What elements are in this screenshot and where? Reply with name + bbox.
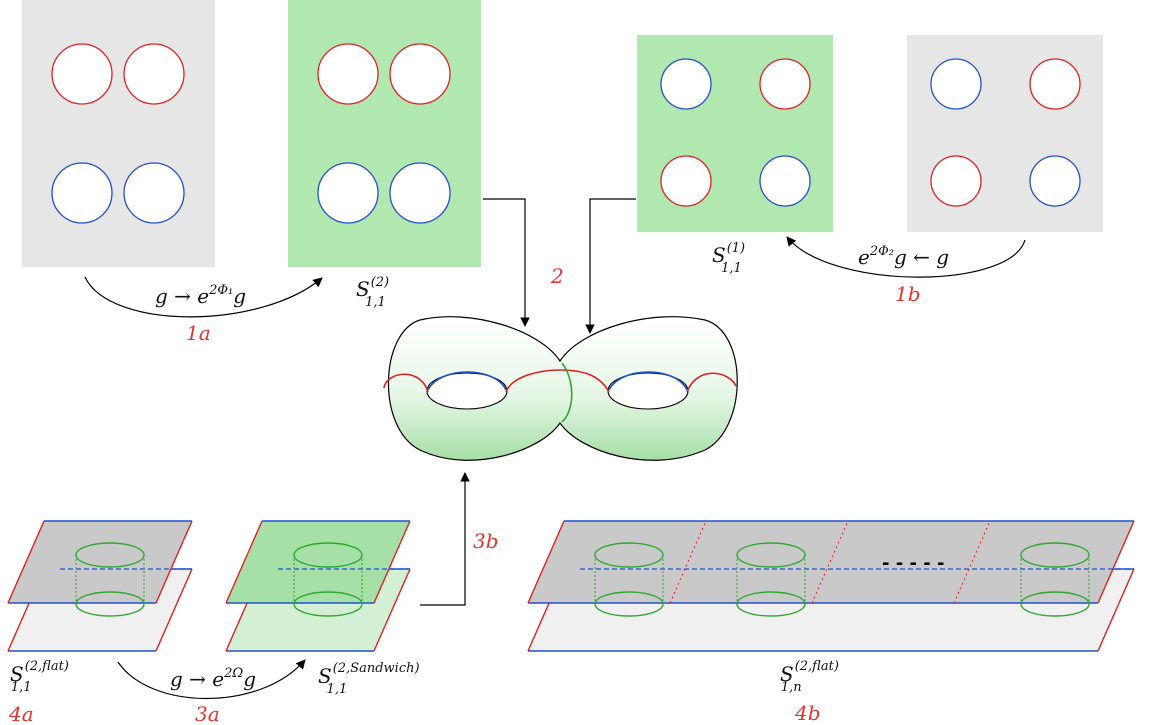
blue-circle bbox=[51, 162, 113, 224]
s-flat-label: S(2,flat) 1,1 bbox=[10, 659, 69, 695]
panel-green-s1 bbox=[637, 35, 833, 232]
red-circle bbox=[759, 58, 811, 110]
flat-sandwich-4b: - - - - - bbox=[527, 520, 1135, 652]
arrow-3a bbox=[117, 659, 306, 700]
blue-circle bbox=[759, 155, 811, 207]
s-sandwich-label: S(2,Sandwich) 1,1 bbox=[318, 661, 420, 697]
panel-grey-topleft bbox=[22, 0, 215, 267]
s2-label: S(2) 1,1 bbox=[356, 275, 389, 310]
red-circle bbox=[660, 155, 712, 207]
label-1b: 1b bbox=[895, 282, 921, 306]
map-1b-label: e2Φ₂g ← g bbox=[858, 244, 949, 269]
label-4a: 4a bbox=[8, 702, 34, 725]
red-circle bbox=[123, 43, 185, 105]
red-circle bbox=[51, 43, 113, 105]
arrow-2-right bbox=[585, 198, 636, 334]
blue-circle bbox=[930, 58, 982, 110]
blue-circle bbox=[660, 58, 712, 110]
red-circle bbox=[317, 43, 379, 105]
panel-green-s2 bbox=[288, 0, 481, 267]
blue-circle bbox=[389, 162, 451, 224]
label-2: 2 bbox=[550, 264, 564, 288]
green-sandwich-3a bbox=[225, 520, 411, 652]
arrow-3b bbox=[420, 472, 470, 606]
panel-grey-topright bbox=[907, 35, 1103, 232]
label-3a: 3a bbox=[195, 702, 220, 725]
blue-circle bbox=[317, 162, 379, 224]
red-circle bbox=[1029, 58, 1081, 110]
red-circle bbox=[389, 43, 451, 105]
label-4b: 4b bbox=[794, 701, 821, 725]
flat-sandwich-4a bbox=[7, 520, 193, 652]
map-3a-label: g → e2Ωg bbox=[170, 666, 256, 691]
genus-two-surface bbox=[383, 316, 738, 461]
blue-circle bbox=[123, 162, 185, 224]
arrow-2-left bbox=[483, 198, 530, 327]
ellipsis-dots: - - - - - bbox=[882, 553, 944, 574]
s-flat-n-label: S(2,flat) 1,n bbox=[780, 659, 839, 695]
map-1a-label: g → e2Φ₁g bbox=[155, 283, 246, 308]
arrow-1a bbox=[84, 276, 323, 318]
blue-circle bbox=[1029, 155, 1081, 207]
s1-label: S(1) 1,1 bbox=[712, 241, 745, 276]
label-3b: 3b bbox=[473, 529, 499, 553]
label-1a: 1a bbox=[186, 321, 211, 345]
arrow-1b bbox=[786, 236, 1026, 278]
red-circle bbox=[930, 155, 982, 207]
